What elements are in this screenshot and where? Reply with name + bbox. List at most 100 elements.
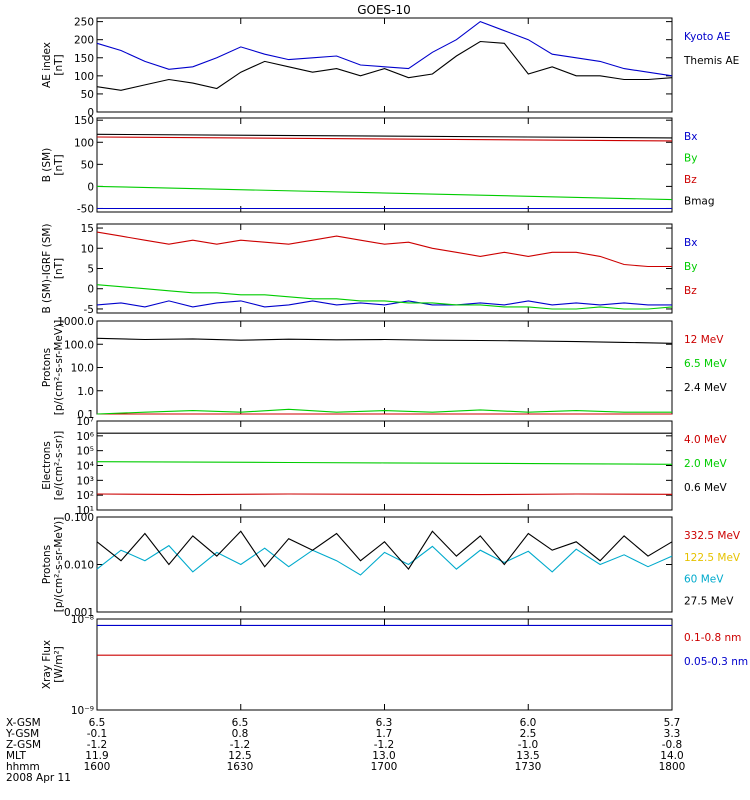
panel-frame [96,618,673,711]
y-tick-label: 10⁵ [76,446,94,458]
series-line-1-1 [96,20,673,77]
series-line-2-2 [96,185,673,201]
legend-entry: 12 MeV [684,334,724,346]
y-tick-label: 10¹ [76,505,94,517]
footer-value: 13.0 [372,750,395,762]
y-tick-label: 0.010 [64,560,94,572]
panel-1: 0 50 100 150 200 250 AE index [nT] Kyoto AE Themi… [41,17,739,119]
series-line-3-2 [96,284,673,310]
panel-3: -5 0 5 10 15 B (SM)-IGRF (SM) [nT] Bx By Bz [41,223,697,316]
footer-row-label: hhmm [6,761,40,773]
y-tick-label: 15 [81,223,94,235]
y-tick-label: 150 [74,115,94,127]
y-axis-label: [p/(cm²-s-sr-MeV)] [53,320,65,415]
y-tick-label: 10³ [76,475,94,487]
footer-value: 12.5 [228,750,251,762]
y-tick-label: 250 [74,17,94,29]
footer-value: -1.0 [518,739,539,751]
y-tick-label: 0.100 [64,512,94,524]
footer-value: 14.0 [660,750,683,762]
y-axis-label: AE index [41,42,53,88]
series-line-6-3 [96,544,673,576]
y-tick-label: 50 [81,159,94,171]
series-line-4-3 [96,337,673,344]
footer-value: 1730 [515,761,542,773]
y-tick-label: 10⁶ [76,431,94,443]
footer-value: 1600 [84,761,111,773]
y-axis-label: Xray Flux [41,640,53,689]
footer-value: 13.5 [516,750,539,762]
y-tick-label: 0.1 [77,409,94,421]
y-tick-label: -50 [77,203,94,215]
series-line-5-2 [96,461,673,465]
footer-row-label: Z-GSM [6,739,41,751]
y-tick-label: 0 [87,181,94,193]
footer-value: 1800 [659,761,686,773]
series-line-6-4 [96,530,673,571]
y-axis-label: Electrons [41,441,53,490]
y-tick-label: 10⁴ [76,461,94,473]
legend-entry: 332.5 MeV [684,530,741,542]
y-tick-label: 1000.0 [57,316,94,328]
legend-entry: By [684,153,697,165]
legend-entry: Kyoto AE [684,31,730,43]
y-tick-label: 0 [87,107,94,119]
y-tick-label: 100.0 [64,339,94,351]
footer-value: -0.8 [662,739,683,751]
panel-6: 0.001 0.010 0.100 Protons [p/(cm²-s-sr-MeV)]… [41,512,741,619]
y-tick-label: 5 [87,264,94,276]
footer-value: 6.5 [232,717,249,729]
footer-value: 1630 [227,761,254,773]
legend-entry: 0.6 MeV [684,482,728,494]
panel-2: -50 0 50 100 150 B (SM) [nT] Bx By Bz Bmag [41,115,715,215]
y-tick-label: -5 [84,304,94,316]
y-axis-label: [e/(cm²-s-sr)] [53,431,65,500]
footer-value: -1.2 [87,739,108,751]
series-line-5-1 [96,493,673,496]
legend-entry: 27.5 MeV [684,595,734,607]
footer-value: 1.7 [376,728,393,740]
footer-value: -0.1 [87,728,108,740]
footer-row-label: MLT [6,750,26,762]
footer-value: 2.5 [520,728,537,740]
legend-entry: By [684,261,697,273]
y-axis-label: [nT] [53,258,65,279]
y-tick-label: 150 [74,53,94,65]
y-axis-label: [W/m²] [53,646,65,683]
legend-entry: Bz [684,285,697,297]
y-tick-label: 0.001 [64,607,94,619]
legend-entry: Bz [684,174,697,186]
y-tick-label: 10⁻⁸ [71,614,94,626]
footer-value: 0.8 [232,728,249,740]
series-line-2-3 [96,136,673,142]
legend-entry: Bx [684,237,697,249]
y-tick-label: 100 [74,137,94,149]
y-tick-label: 10⁻⁹ [71,705,94,717]
legend-entry: 2.0 MeV [684,458,728,470]
footer-row-label: X-GSM [6,717,41,729]
legend-entry: Bmag [684,196,715,208]
y-tick-label: 200 [74,35,94,47]
footer-value: 5.7 [664,717,681,729]
figure-title: GOES-10 [357,3,411,17]
footer-date: 2008 Apr 11 [6,772,71,784]
legend-entry: 4.0 MeV [684,434,728,446]
orbit-footer: X-GSM 6.5 6.5 6.3 6.0 5.7 Y-GSM -0.1 0.8 1.7 2.5 3.… [5,717,685,784]
y-tick-label: 10⁷ [76,416,94,428]
footer-value: 1700 [371,761,398,773]
y-tick-label: 1.0 [77,386,94,398]
y-tick-label: 10 [81,243,94,255]
panel-5: 10¹ 10² 10³ 10⁴ 10⁵ 10⁶ 10⁷ Electrons [e/(cm²-s-… [41,416,728,517]
legend-entry: 0.1-0.8 nm [684,632,741,644]
series-line-3-1 [96,300,672,308]
footer-row-label: Y-GSM [5,728,39,740]
footer-value: 3.3 [664,728,681,740]
panel-frame [96,223,673,314]
panel-frame [96,320,673,415]
y-tick-label: 10.0 [71,363,94,375]
y-tick-label: 10² [76,490,94,502]
series-line-3-3 [96,231,672,268]
legend-entry: 6.5 MeV [684,358,728,370]
